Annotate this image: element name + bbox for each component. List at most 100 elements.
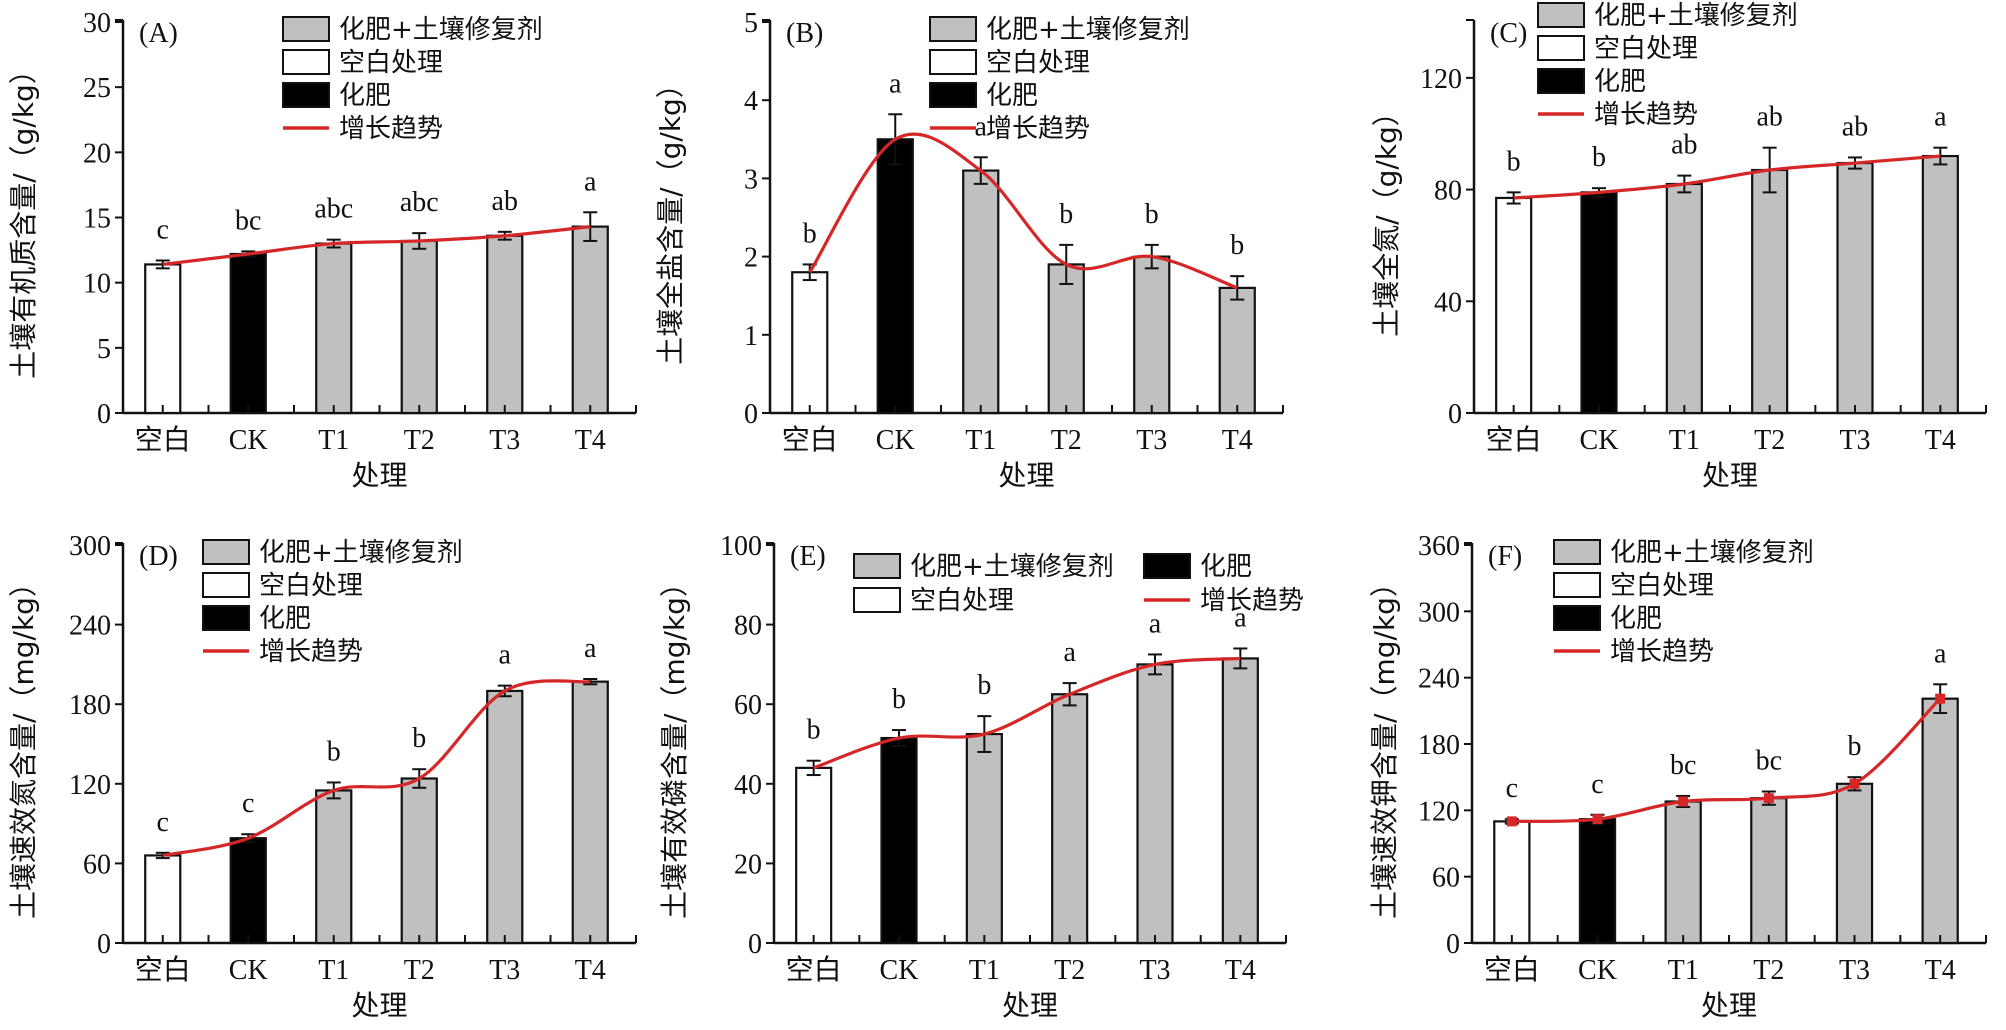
x-tick-label: T4	[1222, 425, 1253, 456]
legend-swatch-remedy	[929, 16, 977, 42]
x-tick-label: 空白	[1484, 953, 1540, 986]
significance-letter: a	[1063, 637, 1076, 668]
bar-T2	[1051, 693, 1089, 945]
panel-label: (B)	[786, 18, 823, 49]
x-tick-label: CK	[876, 425, 915, 456]
x-tick-label: T3	[1139, 955, 1170, 986]
significance-letter: a	[584, 633, 597, 664]
x-tick-label: T2	[1754, 425, 1785, 456]
y-tick-label: 40	[734, 770, 762, 801]
x-tick-label: T2	[404, 425, 435, 456]
trend-line	[162, 679, 591, 858]
y-tick-label: 300	[69, 531, 111, 562]
legend-item-blank: 空白处理	[282, 48, 443, 78]
legend-label: 增长趋势	[1200, 586, 1304, 616]
panel-label: (E)	[790, 541, 826, 572]
bar-T2	[400, 777, 438, 945]
x-tick-label: CK	[880, 955, 919, 986]
x-tick-label: T3	[1136, 425, 1167, 456]
y-tick-label: 240	[69, 611, 111, 642]
panel-label: (D)	[139, 541, 178, 572]
legend-swatch-fert	[1143, 553, 1191, 579]
x-tick-label: T3	[1839, 955, 1870, 986]
bar-T2	[1751, 168, 1789, 415]
y-tick-label: 0	[97, 929, 111, 960]
bar-T3	[1835, 782, 1874, 945]
bar-T4	[571, 225, 609, 415]
trend-marker	[1763, 793, 1774, 804]
y-tick-label: 2	[744, 243, 758, 274]
legend-label: 化肥	[1200, 552, 1252, 582]
trend-marker	[1678, 796, 1689, 807]
legend-item-trend: 增长趋势	[1144, 586, 1304, 616]
significance-letter: c	[157, 807, 169, 838]
legend-swatch-fert	[1553, 605, 1601, 631]
bar-空白	[144, 854, 182, 945]
y-tick-label: 80	[1434, 176, 1462, 207]
legend-label: 空白处理	[1610, 571, 1714, 601]
y-tick-label: 5	[744, 8, 758, 39]
legend-label: 空白处理	[910, 586, 1014, 616]
trend-marker	[1506, 816, 1517, 827]
significance-letter: b	[807, 715, 821, 746]
bar-空白	[795, 766, 833, 945]
legend-item-trend: 增长趋势	[1538, 100, 1698, 130]
legend-swatch-fert	[202, 605, 250, 631]
significance-letter: bc	[235, 205, 261, 236]
x-tick-label: CK	[1580, 425, 1619, 456]
trend-line	[1511, 697, 1942, 824]
legend-item-fert: 化肥	[1537, 67, 1646, 97]
legend-item-trend: 增长趋势	[283, 114, 443, 144]
legend-swatch-blank	[1537, 35, 1585, 61]
chart-panel-f: 0 60 120 180 240 300 360 c 空白 c CK bc T1 bc T2 b T3 a T4 处理…	[1368, 531, 1987, 1022]
legend-label: 化肥	[259, 604, 311, 634]
bar-CK	[1580, 191, 1618, 415]
significance-letter: a	[1934, 102, 1947, 133]
significance-letter: a	[499, 640, 512, 671]
x-tick-label: CK	[229, 425, 268, 456]
significance-letter: b	[1230, 230, 1244, 261]
y-tick-label: 80	[734, 611, 762, 642]
x-tick-label: T1	[969, 955, 1000, 986]
significance-letter: b	[892, 684, 906, 715]
significance-letter: b	[1507, 146, 1521, 177]
legend-label: 化肥+土壤修复剂	[910, 552, 1114, 582]
significance-letter: b	[1145, 199, 1159, 230]
legend-swatch-fert	[1537, 68, 1585, 94]
legend-label: 增长趋势	[259, 637, 363, 667]
x-tick-label: T3	[489, 425, 520, 456]
trend-line	[813, 656, 1241, 770]
bar-T4	[1221, 657, 1259, 945]
bar-空白	[1495, 196, 1533, 415]
legend-item-fert: 化肥	[929, 81, 1038, 111]
legend-swatch-blank	[853, 587, 901, 613]
legend-label: 空白处理	[339, 48, 443, 78]
x-tick-label: T4	[1925, 955, 1956, 986]
y-tick-label: 0	[1446, 929, 1460, 960]
legend-item-blank: 空白处理	[1553, 571, 1714, 601]
significance-letter: b	[977, 670, 991, 701]
significance-letter: c	[157, 215, 169, 246]
x-axis-label: 处理	[1702, 459, 1758, 492]
x-tick-label: T2	[1753, 955, 1784, 986]
legend-label: 增长趋势	[986, 114, 1090, 144]
legend-item-remedy: 化肥+土壤修复剂	[202, 538, 463, 568]
panel-label: (C)	[1490, 18, 1527, 49]
significance-letter: a	[1934, 638, 1947, 669]
significance-letter: ab	[1842, 111, 1868, 142]
legend-item-remedy: 化肥+土壤修复剂	[853, 552, 1114, 582]
bar-空白	[1493, 820, 1531, 945]
bar-CK	[876, 138, 914, 415]
y-tick-label: 60	[83, 849, 111, 880]
x-tick-label: T2	[1051, 425, 1082, 456]
legend-item-remedy: 化肥+土壤修复剂	[1553, 538, 1814, 568]
legend-label: 化肥	[1594, 67, 1646, 97]
x-tick-label: T1	[318, 955, 349, 986]
legend-item-fert: 化肥	[1143, 552, 1252, 582]
y-tick-label: 0	[748, 929, 762, 960]
trend-marker	[1849, 778, 1860, 789]
x-tick-label: T4	[575, 425, 606, 456]
x-axis-label: 处理	[351, 989, 407, 1022]
